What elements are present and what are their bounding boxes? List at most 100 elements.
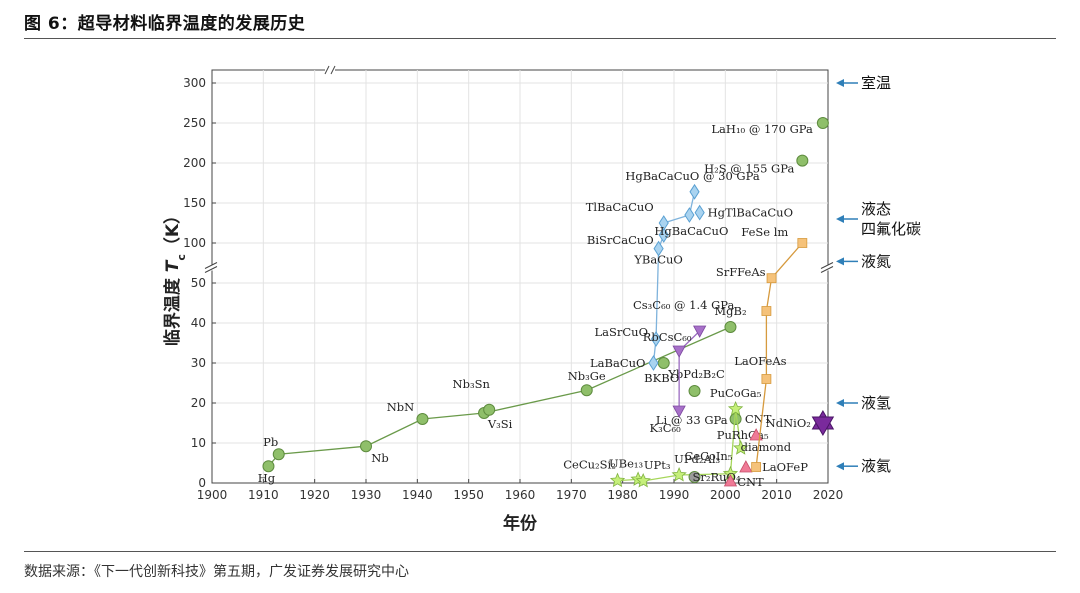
data-point — [672, 345, 686, 358]
reference-arrowhead — [836, 257, 844, 266]
data-point — [761, 374, 772, 384]
data-label: LaOFeP — [762, 460, 808, 474]
reference-label: 室温 — [861, 74, 891, 92]
reference-label: 液态 — [861, 200, 891, 218]
data-point — [658, 215, 669, 231]
axis-break-mark — [330, 65, 336, 75]
data-point — [688, 385, 701, 397]
x-tick-label: 1970 — [556, 488, 587, 502]
data-point — [751, 462, 762, 472]
data-label: Pb — [263, 435, 278, 449]
data-point — [648, 355, 659, 371]
data-label: UPt₃ — [644, 458, 671, 472]
x-axis-title: 年份 — [503, 513, 538, 534]
data-point — [727, 400, 744, 416]
data-label: Cs₃C₆₀ @ 1.4 GPa — [633, 298, 734, 312]
data-point — [262, 460, 275, 473]
x-tick-label: 1960 — [505, 488, 536, 502]
data-label: FeSe lm — [741, 225, 788, 239]
data-point — [658, 227, 669, 243]
data-label: HgBaCaCuO — [654, 224, 728, 238]
data-point — [766, 273, 777, 284]
axis-break-gap — [325, 66, 335, 74]
data-label: YBaCuO — [633, 253, 683, 267]
data-label: LaSrCuO — [595, 325, 649, 339]
data-label: H₂S @ 155 GPa — [704, 162, 794, 176]
data-point — [672, 405, 686, 418]
data-label: LaBaCuO — [590, 356, 645, 370]
x-tick-label: 1930 — [351, 488, 382, 502]
axis-break-gap — [206, 264, 218, 271]
top-divider — [24, 38, 1056, 39]
data-label: PuCoGa₅ — [710, 386, 762, 400]
y-tick-label: 40 — [191, 316, 206, 330]
figure-title: 图 6：超导材料临界温度的发展历史 — [24, 14, 306, 34]
reference-arrowhead — [836, 462, 844, 471]
x-tick-label: 2000 — [710, 488, 741, 502]
data-label: TlBaCaCuO — [586, 200, 654, 214]
reference-label: 液氮 — [861, 252, 891, 270]
data-label: Nb — [371, 451, 388, 465]
x-tick-label: 1950 — [453, 488, 484, 502]
data-label: Nb₃Ge — [568, 369, 606, 383]
x-tick-label: 1940 — [402, 488, 433, 502]
y-tick-label: 250 — [183, 116, 206, 130]
reference-arrowhead — [836, 215, 844, 223]
data-point — [796, 154, 809, 167]
data-point — [761, 306, 772, 316]
axis-break-gap — [822, 264, 834, 271]
data-label: BKBO — [644, 371, 679, 385]
data-label: RbCsC₆₀ — [643, 330, 692, 344]
data-label: CNT — [745, 412, 772, 426]
data-point — [360, 440, 372, 453]
source-note: 数据来源：《下一代创新科技》第五期，广发证券发展研究中心 — [24, 564, 409, 580]
axis-break-mark — [204, 266, 218, 273]
axis-break-mark — [204, 262, 218, 269]
data-label: K₃C₆₀ — [650, 421, 682, 435]
data-point — [724, 321, 737, 333]
data-point — [688, 471, 701, 483]
data-label: CeCu₂Si₂ — [563, 458, 616, 472]
y-tick-label: 20 — [191, 396, 206, 410]
bottom-divider — [24, 551, 1056, 552]
data-point — [797, 238, 808, 248]
data-label: NbN — [387, 400, 415, 414]
data-point — [684, 207, 695, 223]
axis-break-mark — [820, 266, 834, 273]
data-point — [723, 474, 738, 487]
data-point — [671, 466, 687, 482]
data-label: HgBaCaCuO @ 30 GPa — [625, 169, 759, 183]
data-point — [609, 472, 626, 488]
data-label: UBe₁₃ — [609, 456, 644, 470]
y-tick-label: 30 — [191, 356, 206, 370]
data-point — [580, 384, 593, 397]
data-label: CNT — [737, 475, 764, 489]
data-label: Nb₃Sn — [453, 377, 491, 391]
y-tick-label: 300 — [183, 76, 206, 90]
y-tick-label: 50 — [191, 276, 206, 290]
x-tick-label: 1910 — [248, 488, 279, 502]
x-tick-label: 1920 — [299, 488, 330, 502]
reference-label: 液氢 — [861, 394, 891, 412]
axis-break-mark — [324, 65, 330, 75]
data-point — [635, 472, 651, 488]
data-point — [483, 403, 496, 416]
x-tick-label: 1990 — [659, 488, 690, 502]
data-point — [416, 413, 429, 425]
x-tick-label: 2010 — [761, 488, 792, 502]
data-point — [694, 204, 705, 221]
y-tick-label: 10 — [191, 436, 206, 450]
data-label: LaH₁₀ @ 170 GPa — [711, 122, 813, 136]
data-point — [816, 117, 829, 129]
data-label: UPd₂Al₃ — [674, 452, 720, 466]
data-label: HgTlBaCaCuO — [708, 206, 793, 220]
x-tick-label: 2020 — [813, 488, 844, 502]
x-tick-label: 1980 — [607, 488, 638, 502]
y-tick-label: 200 — [183, 156, 206, 170]
data-point — [739, 460, 753, 473]
data-point — [689, 183, 700, 200]
data-label: SrFFeAs — [716, 265, 766, 279]
reference-label: 四氟化碳 — [861, 220, 921, 238]
data-label: LaOFeAs — [734, 354, 786, 368]
data-label: diamond — [741, 440, 792, 454]
